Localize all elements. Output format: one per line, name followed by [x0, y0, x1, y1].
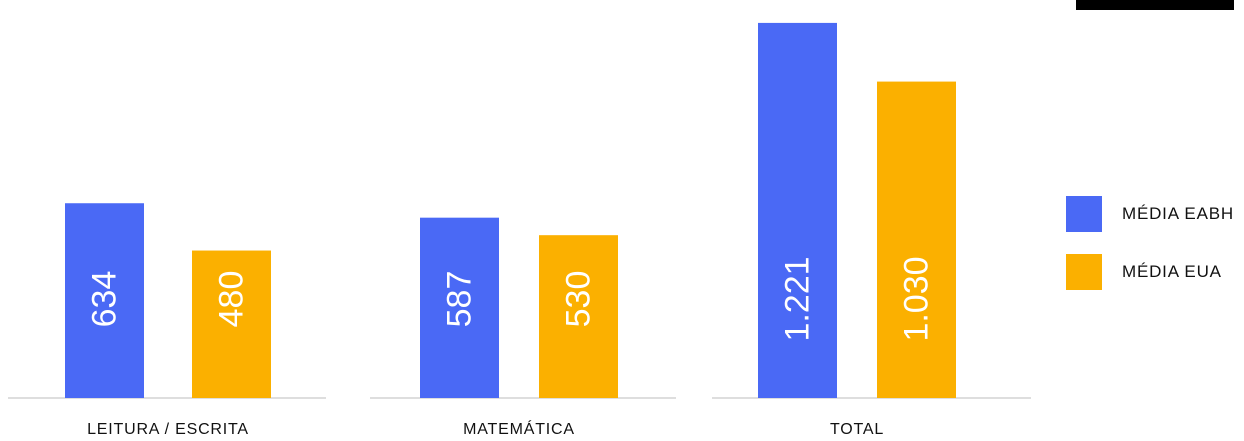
- legend-label-eabh: MÉDIA EABH: [1122, 204, 1234, 223]
- bar-matematica-eua: [539, 235, 618, 398]
- bar-total-eabh: [758, 22, 837, 398]
- value-label-leitura-escrita-eabh: 634: [86, 271, 124, 328]
- value-label-leitura-escrita-eua: 480: [213, 271, 251, 328]
- bar-matematica-eabh: [420, 217, 499, 398]
- bar-leitura-escrita-eua: [192, 250, 271, 398]
- legend-swatch-eua: [1066, 254, 1102, 290]
- category-label-total: TOTAL: [830, 421, 884, 438]
- legend-item-eabh: MÉDIA EABH: [1066, 196, 1234, 232]
- value-label-total-eabh: 1.221: [779, 256, 817, 341]
- legend-item-eua: MÉDIA EUA: [1066, 254, 1234, 290]
- bar-total-eua: [877, 81, 956, 399]
- value-label-total-eua: 1.030: [898, 256, 936, 341]
- value-label-matematica-eabh: 587: [441, 271, 479, 328]
- bar-leitura-escrita-eabh: [65, 203, 144, 398]
- value-label-matematica-eua: 530: [560, 271, 598, 328]
- category-label-matematica: MATEMÁTICA: [463, 419, 575, 438]
- legend-swatch-eabh: [1066, 196, 1102, 232]
- category-label-leitura-escrita: LEITURA / ESCRITA: [87, 421, 249, 438]
- corner-black-block: [1076, 0, 1234, 10]
- legend: MÉDIA EABH MÉDIA EUA: [1066, 196, 1234, 312]
- legend-label-eua: MÉDIA EUA: [1122, 262, 1222, 281]
